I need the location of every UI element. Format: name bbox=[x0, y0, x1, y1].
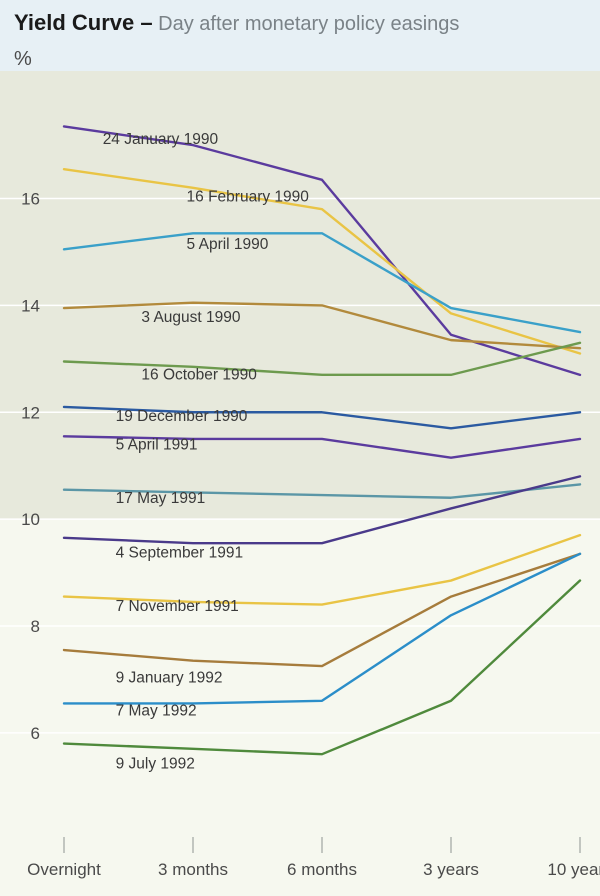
series-label: 7 May 1992 bbox=[116, 702, 197, 719]
x-tick-label: 3 years bbox=[423, 860, 479, 879]
series-label: 4 September 1991 bbox=[116, 544, 244, 561]
series-label: 16 October 1990 bbox=[141, 366, 257, 383]
chart-title-bold: Yield Curve – bbox=[14, 10, 153, 35]
series-label: 9 July 1992 bbox=[116, 755, 195, 772]
x-tick-label: 10 years bbox=[547, 860, 600, 879]
y-axis-unit: % bbox=[0, 42, 600, 71]
y-tick-label: 14 bbox=[21, 296, 40, 315]
series-label: 17 May 1991 bbox=[116, 490, 206, 507]
yield-curve-chart: 6 8 10 12 14 16 Overnight 3 months 6 months 3 yea… bbox=[0, 71, 600, 896]
y-tick-label: 8 bbox=[31, 617, 40, 636]
series-label: 16 February 1990 bbox=[187, 189, 310, 206]
chart-header: Yield Curve – Day after monetary policy … bbox=[0, 0, 600, 42]
chart-svg: 6 8 10 12 14 16 Overnight 3 months 6 months 3 yea… bbox=[0, 71, 600, 896]
x-tick-label: Overnight bbox=[27, 860, 101, 879]
y-tick-label: 16 bbox=[21, 190, 40, 209]
series-label: 9 January 1992 bbox=[116, 669, 223, 686]
x-tick-label: 3 months bbox=[158, 860, 228, 879]
series-label: 19 December 1990 bbox=[116, 408, 248, 425]
x-tick-label: 6 months bbox=[287, 860, 357, 879]
y-tick-label: 10 bbox=[21, 510, 40, 529]
chart-title-sub: Day after monetary policy easings bbox=[153, 13, 460, 35]
series-label: 24 January 1990 bbox=[103, 131, 219, 148]
y-tick-label: 6 bbox=[31, 724, 40, 743]
y-tick-label: 12 bbox=[21, 403, 40, 422]
series-label: 5 April 1991 bbox=[116, 436, 198, 453]
series-label: 5 April 1990 bbox=[187, 236, 269, 253]
series-label: 3 August 1990 bbox=[141, 309, 240, 326]
series-label: 7 November 1991 bbox=[116, 598, 239, 615]
